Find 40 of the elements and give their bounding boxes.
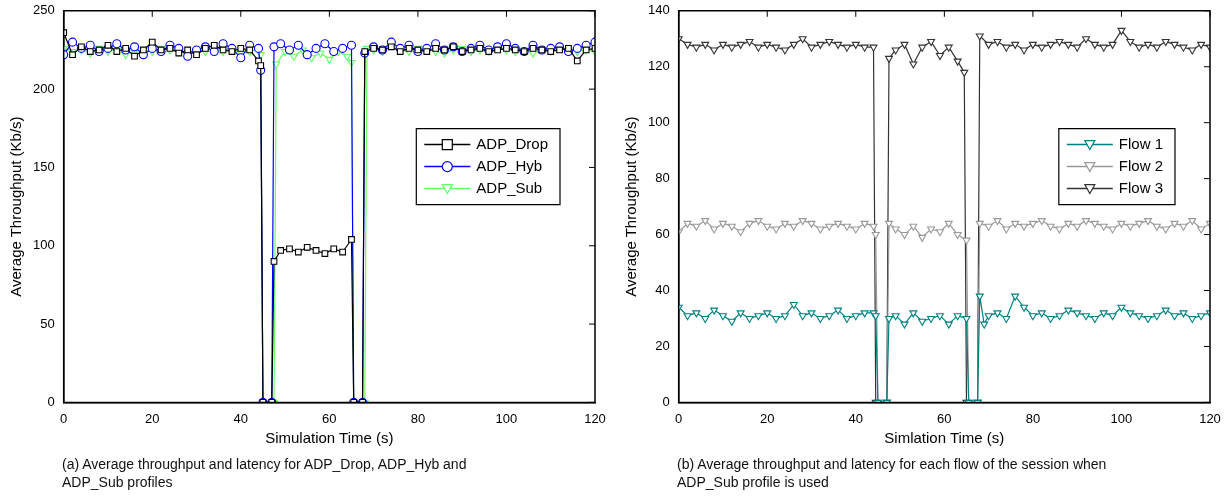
y-tick-label: 60 bbox=[655, 226, 670, 242]
y-tick-label: 40 bbox=[655, 282, 670, 298]
y-tick-label: 150 bbox=[32, 159, 55, 175]
y-tick-label: 50 bbox=[40, 315, 55, 331]
x-tick-label: 60 bbox=[322, 410, 337, 426]
x-tick-label: 80 bbox=[1025, 410, 1041, 426]
x-tick-label: 40 bbox=[848, 410, 864, 426]
x-axis-title: Simlation Time (s) bbox=[884, 429, 1005, 447]
y-axis-title: Average Throughput (Kb/s) bbox=[7, 116, 25, 297]
x-tick-label: 100 bbox=[495, 410, 518, 426]
x-axis-title: Simulation Time (s) bbox=[265, 429, 394, 447]
x-tick-label: 100 bbox=[1110, 410, 1133, 426]
text: (b) Average throughput and latency for each flow of the session when ADP_Sub profile is used bbox=[677, 455, 1107, 491]
y-tick-label: 200 bbox=[32, 80, 55, 96]
y-tick-label: 250 bbox=[32, 2, 55, 18]
x-tick-label: 20 bbox=[760, 410, 775, 426]
x-tick-label: 0 bbox=[675, 410, 683, 426]
y-tick-label: 100 bbox=[32, 237, 55, 253]
y-tick-label: 140 bbox=[647, 2, 670, 18]
y-tick-label: 80 bbox=[655, 170, 670, 186]
y-axis-title: Average Throughput (Kb/s) bbox=[622, 116, 640, 297]
x-tick-label: 40 bbox=[233, 410, 249, 426]
y-tick-label: 120 bbox=[647, 58, 670, 74]
x-tick-label: 0 bbox=[60, 410, 68, 426]
x-tick-label: 120 bbox=[584, 410, 606, 426]
legend-label: ADP_Drop bbox=[476, 134, 549, 152]
legend-label: Flow 1 bbox=[1118, 134, 1164, 152]
x-tick-label: 20 bbox=[145, 410, 160, 426]
y-tick-label: 100 bbox=[647, 114, 670, 130]
legend-label: Flow 3 bbox=[1118, 178, 1164, 196]
x-tick-label: 60 bbox=[937, 410, 952, 426]
x-tick-label: 120 bbox=[1199, 410, 1221, 426]
x-tick-label: 80 bbox=[410, 410, 426, 426]
text: (a) Average throughput and latency for ADP_Drop, ADP_Hyb and ADP_Sub profiles bbox=[62, 455, 468, 491]
legend-label: Flow 2 bbox=[1118, 156, 1164, 174]
legend-label: ADP_Sub bbox=[476, 178, 543, 196]
y-tick-label: 20 bbox=[655, 338, 670, 354]
y-tick-label: 0 bbox=[662, 393, 670, 409]
legend-label: ADP_Hyb bbox=[476, 156, 543, 174]
y-tick-label: 0 bbox=[47, 393, 55, 409]
